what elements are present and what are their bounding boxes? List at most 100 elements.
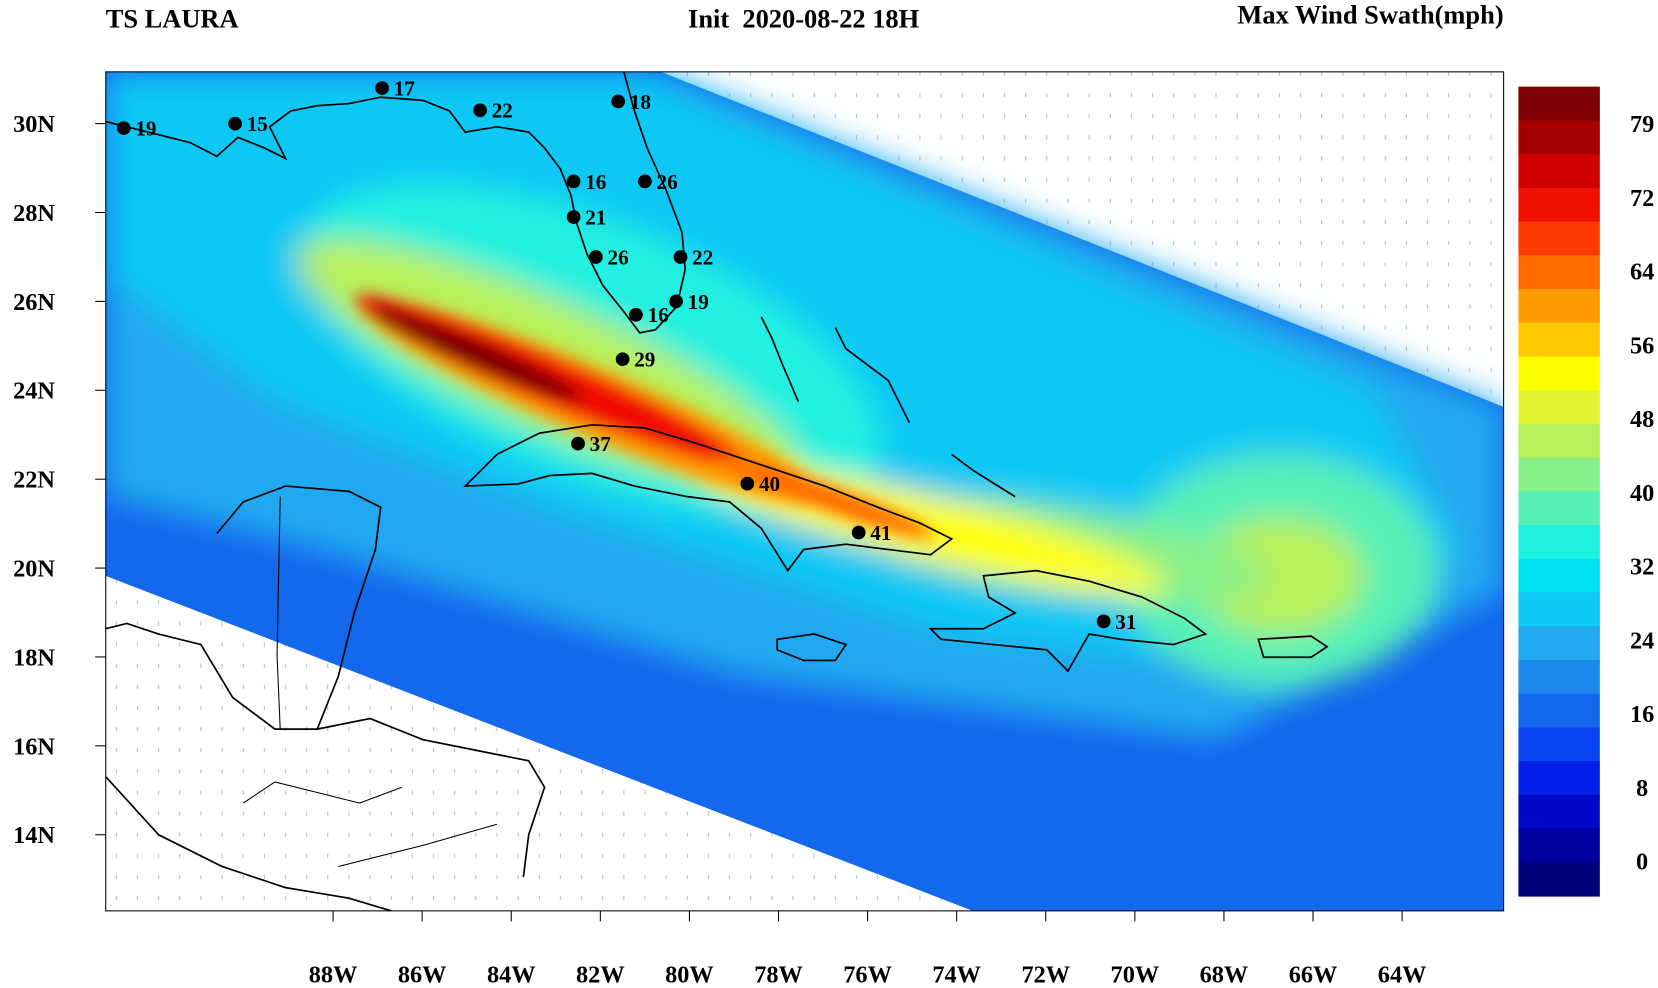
station-value: 16	[648, 303, 669, 327]
station-dot	[629, 307, 643, 322]
station-dot	[638, 174, 652, 189]
colorbar-label: 79	[1630, 111, 1654, 138]
colorbar-band	[1518, 491, 1600, 526]
swath-shading	[105, 71, 1504, 740]
colorbar-band	[1518, 154, 1600, 189]
lon-label: 88W	[309, 962, 358, 988]
station-value: 21	[585, 205, 606, 229]
colorbar-label: 72	[1630, 185, 1654, 212]
colorbar-label: 48	[1630, 406, 1654, 433]
colorbar-band	[1518, 862, 1600, 897]
colorbar-band	[1518, 693, 1600, 728]
init-time: Init 2020-08-22 18H	[688, 3, 920, 33]
lat-label: 28N	[13, 200, 55, 227]
station-dot	[228, 116, 242, 131]
colorbar-band	[1518, 221, 1600, 256]
station-value: 40	[759, 472, 780, 496]
lon-label: 68W	[1200, 962, 1249, 988]
lon-label: 72W	[1021, 962, 1070, 988]
colorbar-label: 24	[1630, 627, 1654, 654]
station-dot	[116, 121, 131, 135]
lat-label: 24N	[13, 378, 55, 405]
colorbar-band	[1518, 120, 1600, 155]
station-dot	[740, 476, 755, 491]
colorbar-band	[1518, 187, 1600, 223]
storm-title: TS LAURA	[106, 3, 239, 33]
lat-label: 20N	[13, 556, 55, 583]
lon-label: 86W	[398, 962, 447, 988]
station-dot	[1096, 614, 1111, 629]
station-value: 19	[688, 290, 709, 314]
colorbar-band	[1518, 761, 1600, 796]
lon-label: 74W	[932, 962, 981, 988]
lat-label: 30N	[13, 111, 55, 138]
lon-label: 66W	[1289, 962, 1338, 988]
colorbar-band	[1518, 423, 1600, 459]
lat-label: 26N	[13, 289, 55, 316]
lon-label: 78W	[754, 962, 803, 988]
station-value: 31	[1115, 610, 1136, 634]
station-value: 29	[634, 348, 655, 372]
colorbar-band	[1518, 525, 1600, 560]
station-dot	[589, 250, 603, 264]
station-value: 22	[492, 99, 513, 123]
station-value: 22	[692, 245, 713, 269]
colorbar-label: 32	[1630, 554, 1654, 581]
colorbar-band	[1518, 659, 1600, 695]
track-core	[354, 295, 935, 539]
station-value: 18	[630, 90, 651, 114]
lon-label: 82W	[576, 962, 625, 988]
lon-label: 70W	[1111, 962, 1160, 988]
colorbar-label: 16	[1630, 701, 1654, 728]
station-dot	[851, 525, 866, 540]
station-value: 26	[657, 170, 678, 194]
colorbar: 79 72 64 56 48 40 32 24 16 8 0	[1518, 86, 1654, 897]
coastlines	[105, 71, 1329, 911]
lon-label: 64W	[1378, 962, 1427, 988]
station-value: 17	[394, 76, 416, 100]
map-area	[105, 71, 1504, 911]
station-dot	[375, 81, 389, 95]
map-frame	[105, 71, 1505, 912]
colorbar-label: 8	[1636, 775, 1648, 802]
station-value: 16	[585, 170, 606, 194]
colorbar-band	[1518, 592, 1600, 627]
colorbar-band	[1518, 794, 1600, 830]
station-dot	[669, 294, 683, 309]
lat-label: 16N	[13, 733, 55, 760]
station-value: 41	[870, 521, 891, 545]
station-dot	[473, 103, 487, 118]
station-value: 15	[247, 112, 268, 136]
lon-label: 84W	[487, 962, 536, 988]
colorbar-band	[1518, 558, 1600, 594]
colorbar-label: 64	[1630, 259, 1654, 286]
station-value: 37	[590, 432, 612, 456]
colorbar-band	[1518, 828, 1600, 863]
station-dot	[615, 352, 630, 367]
colorbar-band	[1518, 86, 1600, 121]
colorbar-band	[1518, 390, 1600, 425]
station-dot	[611, 94, 626, 109]
colorbar-label: 56	[1630, 332, 1654, 359]
colorbar-band	[1518, 356, 1600, 391]
colorbar-band	[1518, 289, 1600, 324]
station-dot	[566, 174, 581, 189]
colorbar-band	[1518, 322, 1600, 357]
field-title: Max Wind Swath(mph)	[1237, 0, 1503, 29]
lat-label: 18N	[13, 644, 55, 671]
station-dot	[566, 210, 581, 224]
colorbar-label: 40	[1630, 480, 1654, 507]
station-value: 26	[608, 245, 629, 269]
lat-label: 22N	[13, 467, 55, 494]
station-dot	[673, 250, 688, 264]
colorbar-band	[1518, 626, 1600, 661]
colorbar-band	[1518, 255, 1600, 290]
lon-label: 76W	[843, 962, 892, 988]
lon-label: 80W	[665, 962, 714, 988]
station-dot	[571, 436, 585, 451]
colorbar-band	[1518, 727, 1600, 762]
colorbar-band	[1518, 457, 1600, 492]
